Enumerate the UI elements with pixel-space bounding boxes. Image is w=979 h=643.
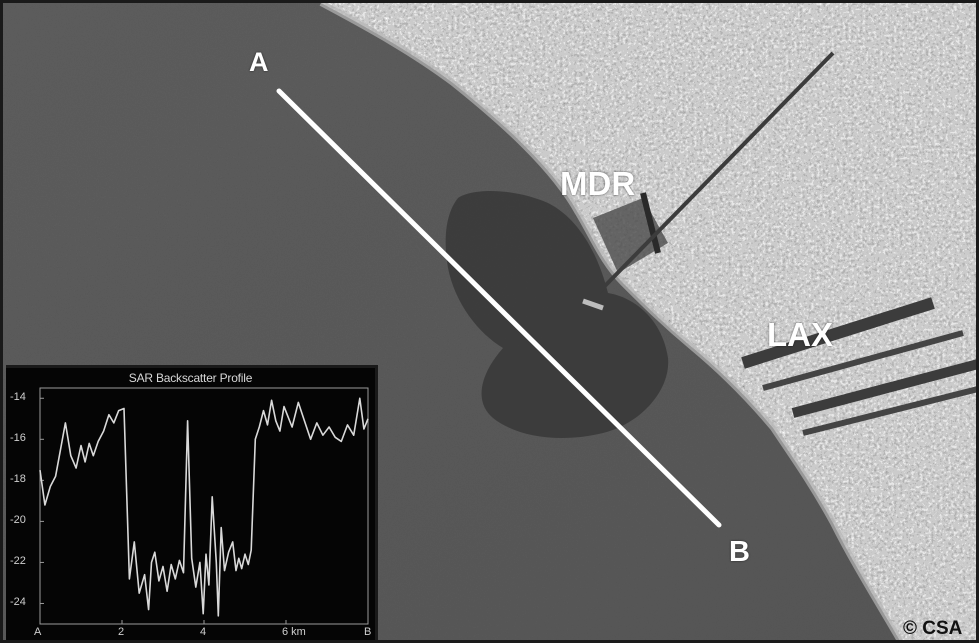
profile-plot (39, 387, 369, 625)
runway-north-1 (741, 297, 935, 369)
y-tick-label: -14 (10, 391, 26, 404)
runway-south-2 (802, 386, 976, 436)
y-tick-label: -16 (10, 432, 26, 445)
y-tick-label: -22 (10, 555, 26, 568)
dark-slick-area (445, 191, 669, 438)
x-tick-label: 6 km (282, 626, 306, 638)
copyright-label: © CSA (903, 618, 963, 639)
y-tick-label: -20 (10, 514, 26, 527)
point-a-label: A (249, 47, 269, 77)
point-b-label: B (729, 536, 750, 568)
transect-line-a-b (276, 88, 722, 528)
coastline (319, 3, 903, 640)
x-tick-label: 2 (118, 626, 125, 638)
marina-label: MDR (560, 165, 636, 202)
x-tick-label: A (34, 626, 42, 638)
airport-label: LAX (767, 316, 833, 353)
x-tick-label: 4 (200, 626, 207, 638)
ballona-channel (596, 51, 835, 295)
y-tick-label: -24 (10, 596, 26, 609)
runway-south-1 (791, 359, 976, 418)
backscatter-profile-chart: SAR Backscatter Profile -14 -16 -18 -20 -22 -… (6, 365, 378, 640)
chart-title: SAR Backscatter Profile (128, 371, 253, 385)
marina-jetty (640, 192, 661, 254)
backscatter-series-line (39, 397, 369, 617)
marina-breakwater (582, 298, 604, 311)
y-tick-label: -18 (10, 473, 26, 486)
x-tick-label: B (364, 626, 372, 638)
land-area (321, 3, 976, 640)
runway-north-2 (762, 330, 964, 391)
